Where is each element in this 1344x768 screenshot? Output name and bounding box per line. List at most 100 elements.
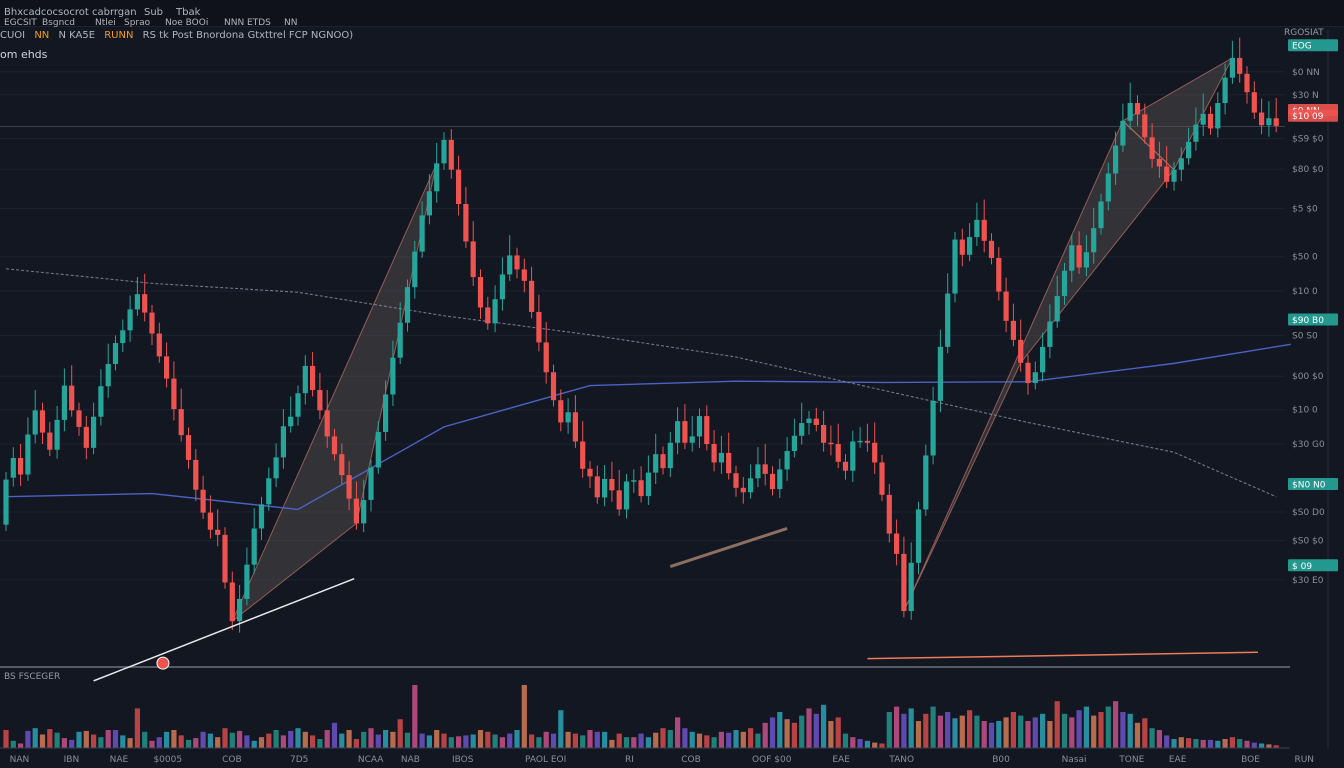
toolbar-item[interactable]: Sub (144, 7, 164, 18)
volume-bar (331, 722, 338, 748)
candle-body (149, 312, 155, 334)
volume-bar (171, 730, 177, 748)
candle-body (580, 441, 586, 469)
volume-bar (667, 730, 673, 748)
candle-body (229, 582, 235, 622)
legend-item[interactable]: RUNN (104, 30, 134, 41)
volume-bar (1061, 713, 1068, 748)
candle-body (930, 400, 936, 456)
toolbar-item[interactable]: NN (284, 18, 298, 28)
volume-bar (886, 712, 892, 748)
candle-body (653, 454, 659, 473)
volume-bar (361, 731, 367, 748)
volume-bar (974, 715, 980, 748)
legend-item[interactable]: CUOI (0, 30, 26, 41)
toolbar-item[interactable]: Bsgncd (42, 18, 75, 28)
symbol-label[interactable]: om ehds (0, 48, 48, 61)
toolbar-item[interactable]: Sprao (124, 18, 151, 28)
candle-body (945, 293, 951, 347)
volume-bar (258, 737, 265, 748)
legend-item[interactable]: NN (34, 30, 50, 41)
x-tick-label: Nasai (1062, 755, 1087, 765)
candle-body (777, 469, 783, 490)
toolbar-item[interactable]: NNN ETDS (224, 18, 271, 28)
volume-bar (1091, 715, 1097, 748)
candle-body (120, 330, 126, 344)
x-tick-label: RUN (1294, 755, 1314, 765)
volume-bar (266, 733, 272, 748)
candle-body (872, 442, 878, 463)
candle-body (1113, 145, 1119, 174)
toolbar-item[interactable]: Noe BOOi (165, 18, 209, 28)
volume-bar (1273, 745, 1279, 748)
candle-body (1105, 173, 1111, 202)
candle-body (317, 390, 323, 411)
volume-bar (835, 717, 841, 748)
candle-body (901, 553, 907, 612)
x-tick-label: IBOS (452, 755, 474, 765)
volume-bar (813, 713, 819, 748)
candle-body (623, 481, 630, 510)
y-tick-label: $S9 $0 (1292, 135, 1324, 145)
candle-body (609, 478, 615, 491)
candle-body (390, 357, 396, 395)
candle-body (383, 394, 389, 432)
y-tick-label: $50 0 (1292, 253, 1318, 263)
volume-bar (660, 728, 666, 748)
volume-bar (434, 730, 440, 748)
candle-body (470, 241, 476, 278)
candle-body (667, 442, 673, 469)
legend-item[interactable]: RS tk Post Bnordona Gtxttrel FCP NGNOO) (142, 30, 354, 41)
candle-body (288, 416, 294, 427)
volume-bar (390, 731, 396, 748)
candle-body (142, 294, 148, 313)
toolbar-item[interactable]: Ntlei (95, 18, 116, 28)
toolbar-item[interactable]: Bhxcadcocsocrot cabrrgan (4, 7, 137, 18)
candle-body (1200, 113, 1206, 125)
volume-bar (952, 718, 958, 748)
volume-bar (609, 739, 615, 748)
candle-body (105, 364, 111, 387)
volume-bar (448, 737, 454, 748)
volume-bar (244, 735, 250, 748)
candle-body (258, 504, 265, 529)
candle-body (426, 191, 432, 216)
candle-body (740, 487, 746, 493)
legend-item[interactable]: N KA5E (58, 30, 96, 41)
volume-bar (98, 737, 104, 748)
volume-bar (1237, 739, 1243, 748)
volume-bar (3, 730, 9, 748)
volume-bar (18, 743, 24, 748)
candle-body (529, 280, 535, 312)
volume-bar (69, 739, 75, 748)
pivot-marker (156, 656, 170, 670)
candle-body (10, 457, 16, 478)
x-tick-label: NAN (10, 755, 30, 765)
candle-body (521, 269, 527, 281)
indicator-legend: CUOI NN N KA5E RUNN RS tk Post Bnordona … (0, 30, 359, 41)
candle-body (477, 277, 484, 308)
candle-body (1237, 57, 1243, 74)
volume-bar (842, 733, 849, 748)
toolbar-item[interactable]: Tbak (176, 7, 201, 18)
candle-body (492, 299, 498, 324)
candle-body (1259, 112, 1265, 126)
volume-bar (83, 730, 89, 748)
candle-body (397, 322, 403, 358)
volume-bar (580, 735, 586, 748)
candle-body (769, 473, 776, 490)
y-tick-label: $80 $0 (1292, 165, 1324, 175)
candle-body (1061, 270, 1068, 297)
volume-bar (222, 728, 228, 748)
volume-bar (959, 715, 965, 748)
y-tick-label: $10 0 (1292, 287, 1318, 297)
candle-body (850, 441, 856, 471)
volume-bar (1259, 743, 1265, 748)
candle-body (1229, 57, 1235, 78)
toolbar-item[interactable]: EGCSIT (4, 18, 37, 28)
volume-bar (419, 733, 425, 748)
volume-bar (806, 708, 812, 748)
candle-body (1010, 320, 1016, 340)
candle-body (448, 139, 454, 170)
